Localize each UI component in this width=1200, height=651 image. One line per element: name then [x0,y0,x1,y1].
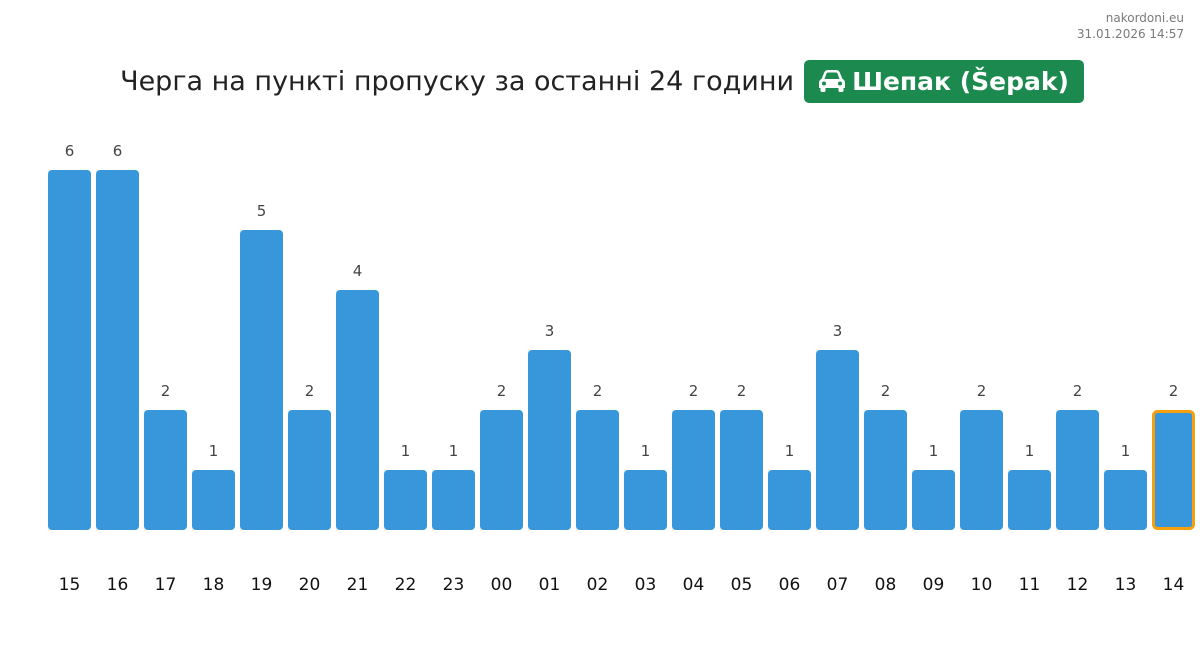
value-label-04: 2 [689,382,699,400]
value-label-23: 1 [449,442,459,460]
hour-label-03: 03 [635,575,657,595]
value-label-09: 1 [929,442,939,460]
bar-12 [1056,410,1099,530]
bar-11 [1008,470,1051,530]
bar-00 [480,410,523,530]
bar-10 [960,410,1003,530]
chart-title: Черга на пункті пропуску за останні 24 г… [120,65,795,97]
hour-label-04: 04 [683,575,705,595]
bar-02 [576,410,619,530]
timestamp: 31.01.2026 14:57 [1076,27,1184,41]
hour-label-01: 01 [539,575,561,595]
hour-label-14: 14 [1163,575,1185,595]
hour-label-17: 17 [155,575,177,595]
hour-label-10: 10 [971,575,993,595]
value-label-06: 1 [785,442,795,460]
hour-label-05: 05 [731,575,753,595]
bar-01 [528,350,571,530]
hour-label-13: 13 [1115,575,1137,595]
hour-label-16: 16 [107,575,129,595]
value-label-20: 2 [305,382,315,400]
hour-label-08: 08 [875,575,897,595]
value-label-03: 1 [641,442,651,460]
bar-22 [384,470,427,530]
bar-17 [144,410,187,530]
hour-label-06: 06 [779,575,801,595]
hour-label-22: 22 [395,575,417,595]
value-label-17: 2 [161,382,171,400]
bar-21 [336,290,379,530]
bar-13 [1104,470,1147,530]
value-label-12: 2 [1073,382,1083,400]
hour-label-21: 21 [347,575,369,595]
hour-label-00: 00 [491,575,513,595]
bar-16 [96,170,139,530]
bar-07 [816,350,859,530]
value-label-07: 3 [833,322,843,340]
bar-15 [48,170,91,530]
bar-20 [288,410,331,530]
bar-23 [432,470,475,530]
hour-label-18: 18 [203,575,225,595]
bar-18 [192,470,235,530]
hour-label-15: 15 [59,575,81,595]
value-label-00: 2 [497,382,507,400]
site-info: nakordoni.eu 31.01.2026 14:57 [1077,10,1184,42]
hour-label-12: 12 [1067,575,1089,595]
bar-19 [240,230,283,530]
crossing-badge: Шепак (Šepak) [804,59,1084,103]
hour-label-07: 07 [827,575,849,595]
value-label-08: 2 [881,382,891,400]
bar-04 [672,410,715,530]
bar-14 [1152,410,1195,530]
value-label-10: 2 [977,382,987,400]
value-label-15: 6 [65,142,75,160]
value-label-19: 5 [257,202,267,220]
hour-label-09: 09 [923,575,945,595]
car-icon [819,70,846,92]
value-label-02: 2 [593,382,603,400]
value-label-18: 1 [209,442,219,460]
value-label-22: 1 [401,442,411,460]
badge-label: Шепак (Šepak) [852,66,1069,96]
value-label-01: 3 [545,322,555,340]
hour-label-20: 20 [299,575,321,595]
hour-label-19: 19 [251,575,273,595]
bar-03 [624,470,667,530]
hour-label-11: 11 [1019,575,1041,595]
value-label-05: 2 [737,382,747,400]
value-label-13: 1 [1121,442,1131,460]
site-name: nakordoni.eu [1105,11,1184,25]
bar-06 [768,470,811,530]
value-label-21: 4 [353,262,363,280]
value-label-16: 6 [113,142,123,160]
bar-05 [720,410,763,530]
bar-09 [912,470,955,530]
value-label-11: 1 [1025,442,1035,460]
hour-label-02: 02 [587,575,609,595]
title-row: Черга на пункті пропуску за останні 24 г… [0,59,1200,103]
bar-08 [864,410,907,530]
hour-label-23: 23 [443,575,465,595]
value-label-14: 2 [1169,382,1179,400]
